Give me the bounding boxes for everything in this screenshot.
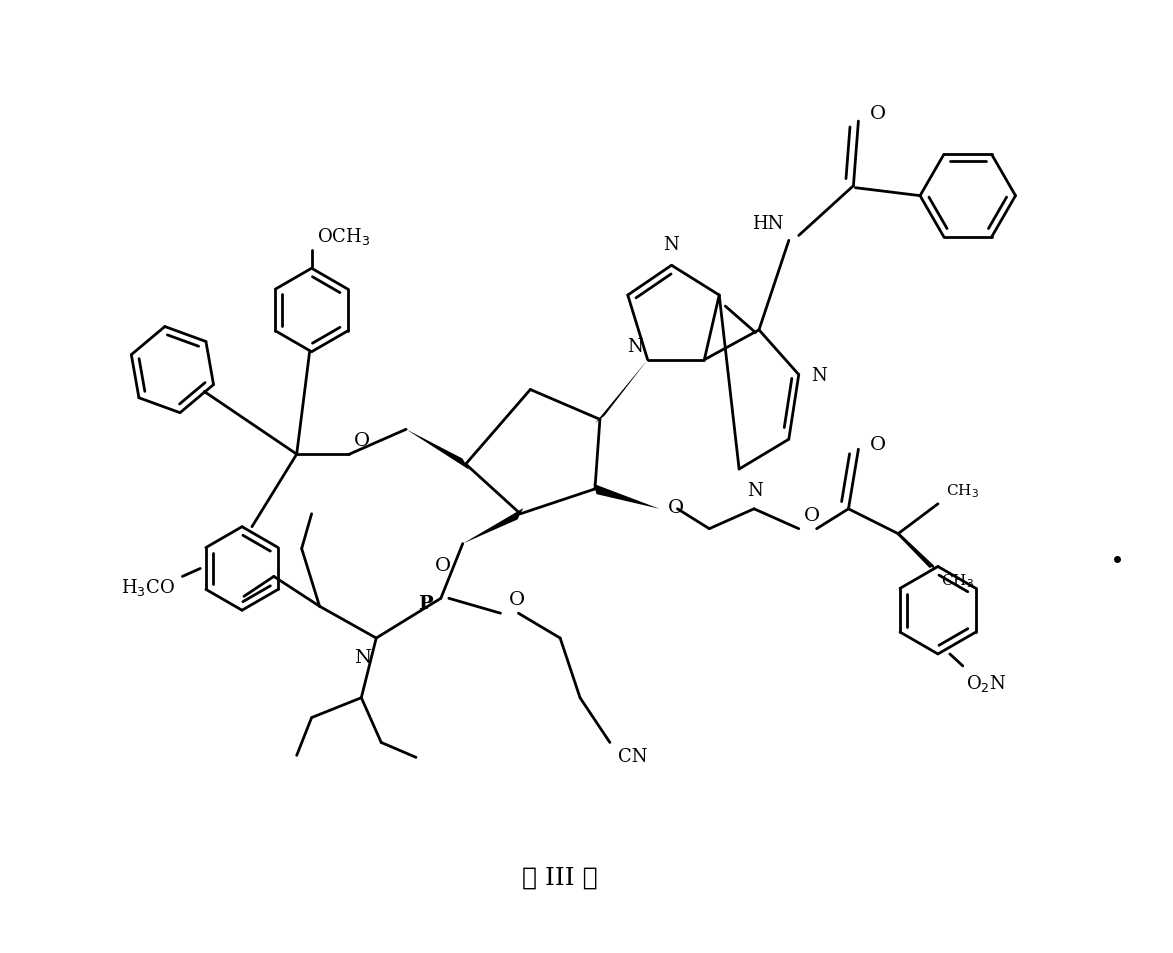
Text: O: O: [435, 556, 450, 574]
Polygon shape: [595, 360, 647, 424]
Text: O: O: [667, 498, 684, 517]
Text: O: O: [354, 432, 371, 450]
Text: H$_3$CO: H$_3$CO: [121, 577, 175, 598]
Text: N: N: [354, 648, 372, 666]
Text: N: N: [811, 366, 827, 384]
Text: O: O: [870, 436, 887, 454]
Polygon shape: [406, 430, 469, 470]
Text: P: P: [419, 595, 433, 613]
Text: CN: CN: [618, 747, 647, 765]
Polygon shape: [462, 509, 523, 544]
Text: O$_2$N: O$_2$N: [965, 672, 1006, 693]
Text: HN: HN: [752, 215, 784, 233]
Text: CH$_3$: CH$_3$: [941, 572, 974, 590]
Text: O: O: [870, 105, 887, 123]
Text: N: N: [664, 236, 679, 254]
Text: N: N: [747, 481, 762, 499]
Text: （ III ）: （ III ）: [522, 865, 598, 888]
Text: O: O: [508, 591, 524, 609]
Text: OCH$_3$: OCH$_3$: [317, 226, 369, 247]
Polygon shape: [594, 484, 659, 509]
Text: O: O: [804, 506, 820, 524]
Text: N: N: [626, 337, 643, 355]
Text: CH$_3$: CH$_3$: [945, 481, 979, 499]
